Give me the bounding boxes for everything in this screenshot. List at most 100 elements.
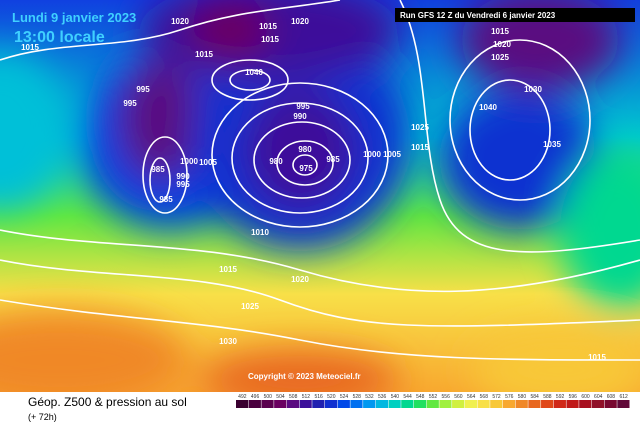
legend-label: 508 bbox=[289, 394, 298, 400]
legend-swatch bbox=[299, 400, 312, 408]
legend-label: 516 bbox=[314, 394, 323, 400]
legend-label: 552 bbox=[429, 394, 438, 400]
legend-label: 512 bbox=[302, 394, 311, 400]
isobar-label: 1030 bbox=[524, 85, 542, 94]
legend-swatch bbox=[388, 400, 401, 408]
legend-swatch bbox=[350, 400, 363, 408]
legend-swatch bbox=[401, 400, 414, 408]
legend-label: 524 bbox=[340, 394, 349, 400]
legend: 492 496 500 504 508 512 516 520 524 528 532 536 540 5… bbox=[236, 394, 630, 408]
footer-subtitle: (+ 72h) bbox=[28, 412, 57, 422]
legend-swatch bbox=[579, 400, 592, 408]
isobar-label: 1020 bbox=[291, 275, 309, 284]
isobar-label: 1005 bbox=[383, 150, 401, 159]
legend-swatch bbox=[274, 400, 287, 408]
legend-swatch bbox=[337, 400, 350, 408]
legend-label: 536 bbox=[378, 394, 387, 400]
copyright: Copyright © 2023 Meteociel.fr bbox=[248, 372, 361, 381]
isobar-label: 995 bbox=[296, 102, 310, 111]
legend-label: 548 bbox=[416, 394, 425, 400]
legend-label: 564 bbox=[467, 394, 476, 400]
legend-swatch bbox=[528, 400, 541, 408]
isobar-label: 1030 bbox=[219, 337, 237, 346]
footer bbox=[0, 392, 640, 427]
legend-label: 520 bbox=[327, 394, 336, 400]
legend-label: 568 bbox=[480, 394, 489, 400]
isobar-label: 975 bbox=[299, 164, 313, 173]
isobar-label: 990 bbox=[293, 112, 307, 121]
legend-swatch bbox=[464, 400, 477, 408]
isobar-label: 1015 bbox=[219, 265, 237, 274]
legend-label: 576 bbox=[505, 394, 514, 400]
legend-swatch bbox=[375, 400, 389, 408]
isobar-label: 1005 bbox=[199, 158, 217, 167]
legend-label: 600 bbox=[581, 394, 590, 400]
legend-swatch bbox=[604, 400, 617, 408]
isobar-label: 1020 bbox=[171, 17, 189, 26]
forecast-date: Lundi 9 janvier 2023 bbox=[12, 10, 136, 25]
legend-swatch bbox=[426, 400, 439, 408]
isobar-label: 1015 bbox=[195, 50, 213, 59]
legend-swatch bbox=[286, 400, 300, 408]
isobar-label: 1010 bbox=[251, 228, 269, 237]
isobar-label: 1020 bbox=[493, 40, 511, 49]
legend-label: 596 bbox=[569, 394, 578, 400]
legend-swatch bbox=[617, 400, 630, 408]
isobars bbox=[0, 0, 640, 360]
legend-label: 612 bbox=[619, 394, 628, 400]
isobar-label: 995 bbox=[176, 180, 190, 189]
isobar-label: 1015 bbox=[411, 143, 429, 152]
legend-swatch bbox=[452, 400, 465, 408]
legend-label: 604 bbox=[594, 394, 603, 400]
legend-label: 608 bbox=[607, 394, 616, 400]
legend-label: 588 bbox=[543, 394, 552, 400]
legend-swatch bbox=[439, 400, 452, 408]
legend-label: 556 bbox=[442, 394, 451, 400]
legend-swatch bbox=[248, 400, 261, 408]
legend-label: 492 bbox=[238, 394, 247, 400]
legend-swatch bbox=[566, 400, 579, 408]
isobar-label: 1035 bbox=[543, 140, 561, 149]
isobar-label: 1015 bbox=[261, 35, 279, 44]
legend-label: 500 bbox=[264, 394, 273, 400]
isobar-label: 1015 bbox=[259, 22, 277, 31]
isobar-label: 1015 bbox=[491, 27, 509, 36]
legend-label: 572 bbox=[492, 394, 501, 400]
legend-label: 560 bbox=[454, 394, 463, 400]
legend-swatch bbox=[515, 400, 528, 408]
footer-title: Géop. Z500 & pression au sol bbox=[28, 395, 187, 409]
isobar-label: 985 bbox=[159, 195, 173, 204]
isobar-label: 990 bbox=[176, 172, 190, 181]
isobar-label: 995 bbox=[123, 99, 137, 108]
isobar-label: 1000 bbox=[180, 157, 198, 166]
legend-swatch bbox=[502, 400, 516, 408]
legend-label: 540 bbox=[391, 394, 400, 400]
isobar-label: 1000 bbox=[363, 150, 381, 159]
legend-label: 584 bbox=[531, 394, 540, 400]
isobar-label: 1040 bbox=[245, 68, 263, 77]
legend-swatch bbox=[261, 400, 274, 408]
run-banner bbox=[395, 8, 635, 22]
isobar-label: 1025 bbox=[491, 53, 509, 62]
isobar-label: 1025 bbox=[241, 302, 259, 311]
isobar-label: 1025 bbox=[411, 123, 429, 132]
legend-label: 532 bbox=[365, 394, 374, 400]
isobar-label: 1020 bbox=[291, 17, 309, 26]
legend-label: 592 bbox=[556, 394, 565, 400]
isobar-label: 1015 bbox=[21, 43, 39, 52]
isobar-label: 995 bbox=[136, 85, 150, 94]
legend-swatch bbox=[541, 400, 554, 408]
legend-swatch bbox=[312, 400, 325, 408]
legend-swatch bbox=[324, 400, 338, 408]
legend-swatch bbox=[363, 400, 376, 408]
legend-swatch bbox=[490, 400, 503, 408]
forecast-time: 13:00 locale bbox=[14, 29, 105, 46]
isobar-label: 1040 bbox=[479, 103, 497, 112]
legend-swatch bbox=[591, 400, 605, 408]
isobar-label: 985 bbox=[151, 165, 165, 174]
legend-label: 580 bbox=[518, 394, 527, 400]
legend-swatch bbox=[477, 400, 490, 408]
legend-swatch bbox=[413, 400, 427, 408]
